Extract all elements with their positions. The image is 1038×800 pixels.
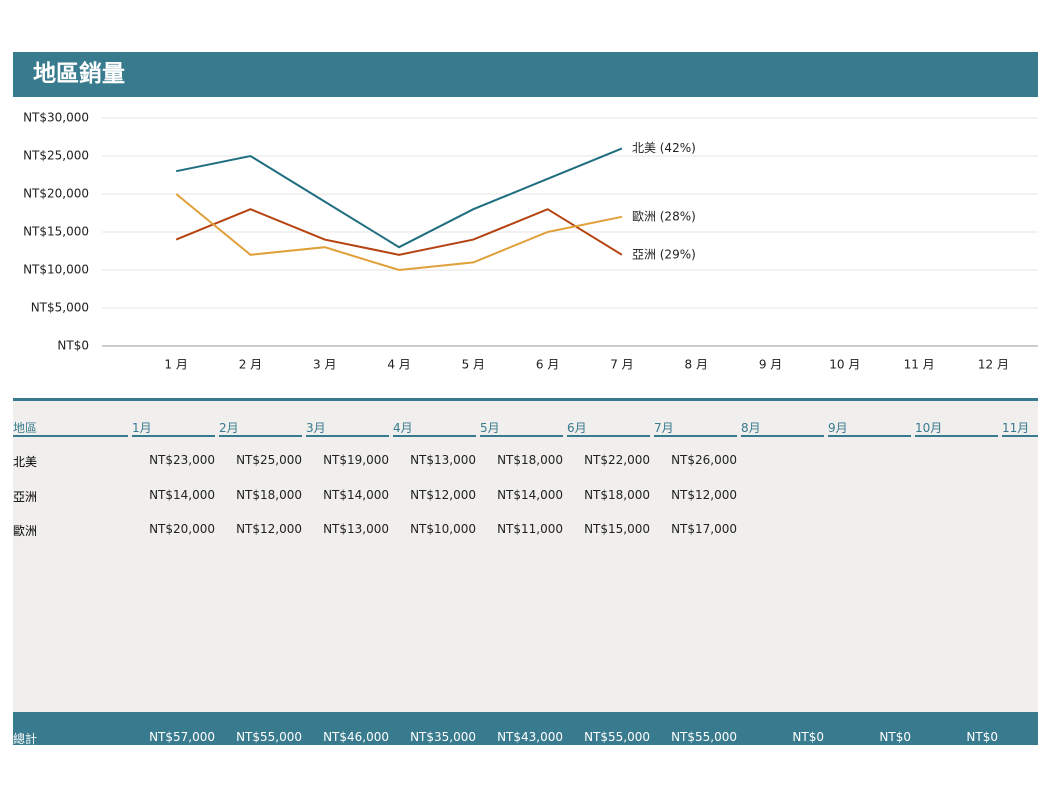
y-tick-label: NT$10,000: [23, 263, 89, 277]
cell: NT$22,000: [584, 453, 650, 467]
cell: NT$11,000: [497, 522, 563, 536]
y-tick-label: NT$5,000: [31, 301, 89, 315]
x-tick-label: 6 月: [536, 358, 559, 372]
series-label: 歐洲 (28%): [632, 208, 696, 223]
cell: NT$25,000: [236, 453, 302, 467]
series-line: [175, 193, 623, 272]
cell: NT$12,000: [671, 487, 737, 502]
cell: NT$13,000: [410, 453, 476, 467]
cell: NT$18,000: [584, 487, 650, 502]
x-tick-label: 8 月: [685, 358, 708, 372]
y-tick-label: NT$20,000: [23, 187, 89, 201]
total-cell: NT$55,000: [671, 730, 737, 744]
series-line: [175, 147, 623, 249]
total-cell: NT$0: [792, 730, 824, 744]
cell: NT$12,000: [236, 522, 302, 536]
series-label: 亞洲 (29%): [632, 247, 696, 261]
x-tick-label: 12 月: [978, 358, 1009, 372]
y-tick-label: NT$0: [57, 339, 89, 353]
table: 地區 1月 2月 3月 4月 5月 6月 7月 8月 9月 10月 11月北美 NT$23,000 NT$…: [13, 398, 1038, 715]
x-tick-label: 1 月: [164, 358, 187, 372]
column-header: 7月: [654, 419, 737, 437]
title: 地區銷量: [33, 61, 125, 87]
cell: NT$14,000: [323, 487, 389, 502]
cell: NT$17,000: [671, 522, 737, 536]
total-bar: 總計 NT$57,000 NT$55,000 NT$46,000 NT$35,000 NT…: [13, 712, 1038, 746]
total-label: 總計: [13, 732, 38, 746]
y-tick-label: NT$15,000: [23, 225, 89, 239]
x-tick-label: 2 月: [239, 358, 262, 372]
total-cell: NT$46,000: [323, 730, 389, 744]
cell: NT$18,000: [236, 487, 302, 502]
x-tick-label: 5 月: [462, 358, 485, 372]
x-tick-label: 10 月: [829, 358, 860, 372]
x-tick-label: 4 月: [387, 358, 410, 372]
column-header: 3月: [306, 419, 389, 437]
x-tick-label: 11 月: [904, 358, 935, 372]
y-tick-label: NT$30,000: [23, 111, 89, 125]
row-label: 北美: [13, 455, 38, 469]
column-header: 地區: [13, 419, 128, 437]
column-header: 5月: [480, 419, 563, 437]
x-tick-label: 3 月: [313, 358, 336, 372]
column-header: 8月: [741, 419, 824, 437]
cell: NT$15,000: [584, 522, 650, 536]
cell: NT$20,000: [149, 522, 215, 536]
total-cell: NT$0: [879, 730, 911, 744]
cell: NT$18,000: [497, 453, 563, 467]
column-header: 6月: [567, 419, 650, 437]
column-header: 4月: [393, 419, 476, 437]
cell: NT$26,000: [671, 453, 737, 467]
total-cell: NT$35,000: [410, 730, 476, 744]
column-header: 2月: [219, 419, 302, 437]
cell: NT$19,000: [323, 453, 389, 467]
cell: NT$14,000: [497, 487, 563, 502]
column-header: 9月: [828, 419, 911, 437]
title-bar: 地區銷量: [13, 52, 1038, 97]
total-cell: NT$55,000: [236, 730, 302, 744]
cell: NT$13,000: [323, 522, 389, 536]
total-cell: NT$55,000: [584, 730, 650, 744]
column-header: 11月: [1002, 419, 1038, 437]
column-header: 1月: [132, 419, 215, 437]
total-cell: NT$43,000: [497, 730, 563, 744]
x-tick-label: 7 月: [610, 358, 633, 372]
cell: NT$23,000: [149, 453, 215, 467]
total-cell: NT$57,000: [149, 730, 215, 744]
column-header: 10月: [915, 419, 998, 437]
y-tick-label: NT$25,000: [23, 149, 89, 163]
x-tick-label: 9 月: [759, 358, 782, 372]
cell: NT$12,000: [410, 487, 476, 502]
row-label: 歐洲: [13, 524, 38, 538]
total-cell: NT$0: [966, 730, 998, 744]
series-line: [175, 208, 623, 256]
chart: NT$0 NT$5,000 NT$10,000 NT$15,000 NT$20,000 N…: [23, 111, 1038, 372]
cell: NT$10,000: [410, 522, 476, 536]
series-label: 北美 (42%): [632, 141, 696, 155]
cell: NT$14,000: [149, 487, 215, 502]
row-label: 亞洲: [13, 489, 38, 504]
